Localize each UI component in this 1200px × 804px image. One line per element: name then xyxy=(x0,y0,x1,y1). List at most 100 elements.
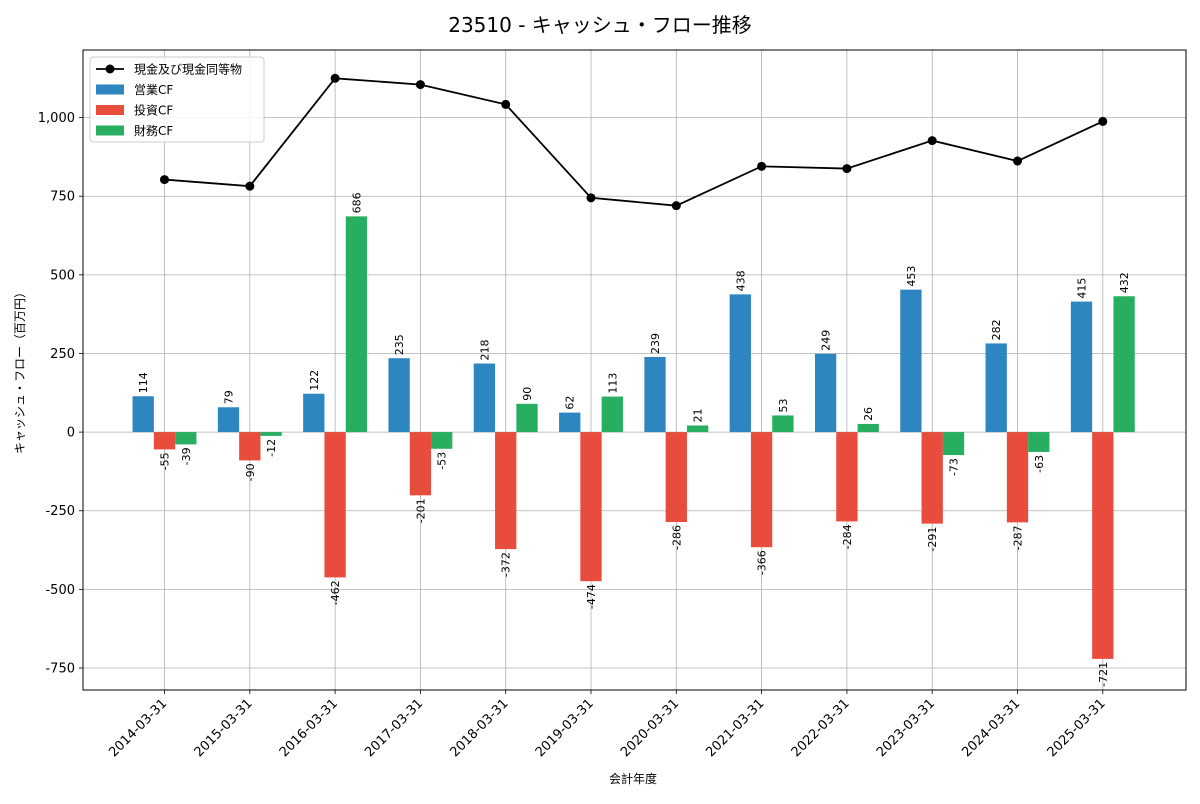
bar-投資CF xyxy=(324,432,346,578)
legend-label: 投資CF xyxy=(134,103,173,118)
x-tick-label: 2020-03-31 xyxy=(618,696,682,760)
bar-営業CF xyxy=(814,353,837,433)
bar-data-label: -462 xyxy=(329,580,342,605)
cash-equivalents-point xyxy=(1013,156,1022,166)
bar-data-label: -90 xyxy=(244,463,257,481)
bar-data-label: -366 xyxy=(756,550,769,575)
bar-data-label: 114 xyxy=(137,372,150,393)
bar-data-label: -53 xyxy=(436,452,449,470)
bar-営業CF xyxy=(559,412,581,433)
bar-data-label: 686 xyxy=(350,192,363,213)
cash-line xyxy=(160,73,1108,211)
bar-data-label: -287 xyxy=(1012,525,1025,550)
bar-data-label: -291 xyxy=(926,527,939,552)
y-tick-label: 500 xyxy=(50,268,75,283)
bar-data-label: -55 xyxy=(159,452,172,470)
bar-営業CF xyxy=(900,289,922,433)
bar-営業CF xyxy=(729,294,751,433)
data-labels: 114 79 122 235 218 62 239 438 249 453 282 415 -55 -90… xyxy=(137,192,1131,686)
bar-投資CF xyxy=(836,432,858,522)
bar-data-label: -372 xyxy=(500,552,513,577)
cash-equivalents-point xyxy=(671,201,681,211)
x-tick-label: 2014-03-31 xyxy=(106,696,170,760)
y-tick-label: -500 xyxy=(45,583,75,598)
cash-equivalents-line xyxy=(164,77,1104,207)
x-tick-label: 2023-03-31 xyxy=(874,696,938,760)
bar-data-label: 62 xyxy=(564,396,577,410)
cash-equivalents-point xyxy=(501,99,511,109)
bar-投資CF xyxy=(409,432,432,496)
bar-営業CF xyxy=(217,407,240,433)
bar-data-label: 235 xyxy=(393,334,406,355)
bar-data-label: -284 xyxy=(841,524,854,549)
x-tick-label: 2022-03-31 xyxy=(789,696,853,760)
chart-title: 23510 - キャッシュ・フロー推移 xyxy=(448,13,752,37)
bar-data-label: -63 xyxy=(1033,455,1046,473)
bar-財務CF xyxy=(772,415,794,433)
x-tick-label: 2024-03-31 xyxy=(959,696,1023,760)
bar-data-label: 122 xyxy=(308,370,321,391)
x-tick-label: 2017-03-31 xyxy=(362,696,426,760)
bar-data-label: 218 xyxy=(478,340,491,361)
x-axis-label: 会計年度 xyxy=(609,771,657,786)
bar-data-label: -73 xyxy=(948,458,961,476)
bar-財務CF xyxy=(601,396,623,433)
y-tick-label: -250 xyxy=(45,504,75,519)
bar-営業CF xyxy=(388,358,410,433)
bar-投資CF xyxy=(580,432,602,582)
x-tick-label: 2016-03-31 xyxy=(277,696,341,760)
x-tick-label: 2018-03-31 xyxy=(447,696,511,760)
bar-data-label: 79 xyxy=(223,390,236,404)
x-tick-label: 2021-03-31 xyxy=(703,696,767,760)
bar-財務CF xyxy=(942,432,965,456)
bar-財務CF xyxy=(345,216,368,433)
cash-equivalents-point xyxy=(842,164,852,174)
bar-data-label: 438 xyxy=(734,270,747,291)
bar-営業CF xyxy=(985,343,1007,433)
bar-data-label: 453 xyxy=(905,266,918,287)
legend-swatch xyxy=(96,84,124,95)
legend-label: 財務CF xyxy=(134,123,173,138)
cash-equivalents-point xyxy=(586,193,596,203)
bar-財務CF xyxy=(686,425,709,433)
y-tick-label: -750 xyxy=(45,661,75,676)
legend-marker xyxy=(105,64,115,74)
bar-財務CF xyxy=(175,432,197,445)
bar-財務CF xyxy=(516,403,538,433)
bar-data-label: -721 xyxy=(1097,662,1110,687)
bar-data-label: 21 xyxy=(692,409,705,423)
bar-営業CF xyxy=(1070,301,1093,433)
cash-equivalents-point xyxy=(160,175,169,185)
y-tick-label: 250 xyxy=(50,347,75,362)
bar-data-label: -286 xyxy=(670,525,683,550)
bar-投資CF xyxy=(495,432,517,550)
y-tick-label: 750 xyxy=(50,190,75,205)
cash-equivalents-point xyxy=(330,73,340,83)
bar-投資CF xyxy=(1092,432,1114,659)
bar-投資CF xyxy=(239,432,261,461)
cash-equivalents-point xyxy=(245,181,255,191)
bar-営業CF xyxy=(132,396,154,433)
bar-data-label: -39 xyxy=(180,447,193,465)
bar-data-label: 249 xyxy=(820,330,833,351)
bar-data-label: -474 xyxy=(585,584,598,609)
x-tick-label: 2015-03-31 xyxy=(192,696,256,760)
legend-swatch xyxy=(96,125,124,136)
bar-data-label: 282 xyxy=(990,319,1003,340)
legend-box xyxy=(89,56,265,143)
bar-投資CF xyxy=(665,432,687,523)
bars xyxy=(132,216,1135,659)
bar-財務CF xyxy=(1113,296,1135,433)
cash-equivalents-point xyxy=(927,136,937,146)
bar-営業CF xyxy=(473,363,496,433)
bar-data-label: 432 xyxy=(1118,272,1131,293)
bar-財務CF xyxy=(431,432,453,449)
bar-data-label: 90 xyxy=(521,387,534,401)
grid-lines xyxy=(83,50,1186,690)
bar-財務CF xyxy=(1028,432,1050,452)
bar-data-label: -201 xyxy=(414,498,427,523)
legend-swatch xyxy=(96,105,124,115)
